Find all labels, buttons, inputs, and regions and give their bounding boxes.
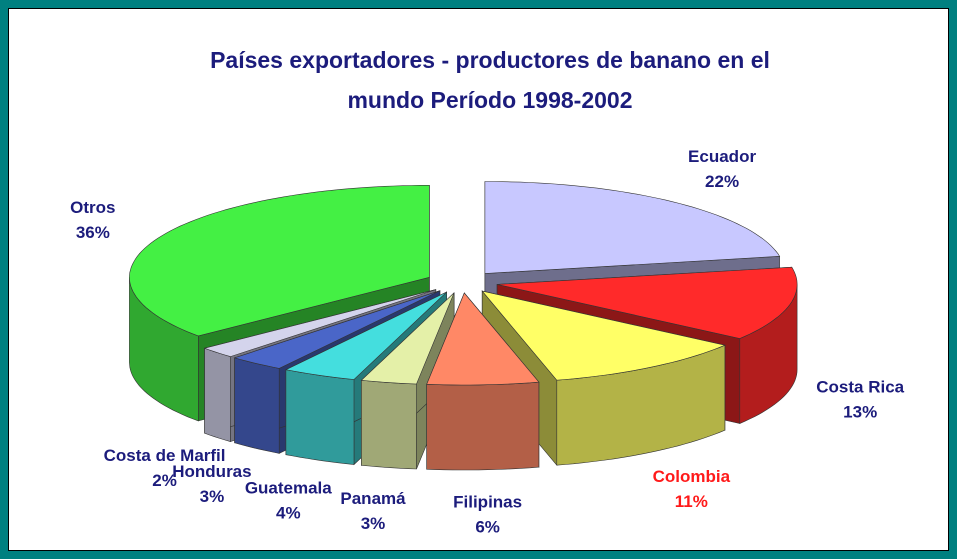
slice-label: Otros — [70, 198, 115, 217]
slice-top — [497, 266, 798, 339]
slice-top — [481, 290, 726, 381]
slice-label: Panamá — [340, 489, 406, 508]
slice-label: Filipinas — [453, 492, 522, 511]
slice-value-label: 11% — [675, 492, 708, 511]
slice-value-label: 6% — [475, 517, 500, 536]
slice-top — [426, 292, 540, 386]
slice-side — [426, 381, 540, 471]
slice-top — [360, 292, 455, 385]
slice-side — [285, 369, 355, 465]
slice-side — [204, 347, 231, 443]
slice-value-label: 3% — [200, 487, 225, 506]
slice-label: Colombia — [653, 467, 731, 486]
pie-slice — [426, 292, 540, 471]
slice-top — [284, 291, 447, 380]
slice-top — [203, 289, 436, 357]
slice-value-label: 22% — [705, 172, 739, 191]
slice-side — [361, 379, 417, 470]
slice-label: Costa de Marfil — [104, 446, 226, 465]
slice-top — [484, 181, 781, 274]
slice-label: Guatemala — [245, 479, 332, 498]
pie-slice — [360, 292, 455, 470]
chart-title: Países exportadores - productores de ban… — [210, 47, 770, 113]
slice-value-label: 2% — [152, 471, 177, 490]
slice-top — [129, 185, 430, 337]
slice-label: Honduras — [172, 462, 251, 481]
slice-value-label: 13% — [843, 403, 877, 422]
slice-side — [234, 357, 280, 454]
slice-label: Ecuador — [688, 147, 756, 166]
slice-top — [233, 290, 441, 369]
slice-value-label: 3% — [361, 514, 386, 533]
slice-label: Costa Rica — [816, 378, 904, 397]
slice-value-label: 4% — [276, 504, 301, 523]
slice-value-label: 36% — [76, 223, 110, 242]
